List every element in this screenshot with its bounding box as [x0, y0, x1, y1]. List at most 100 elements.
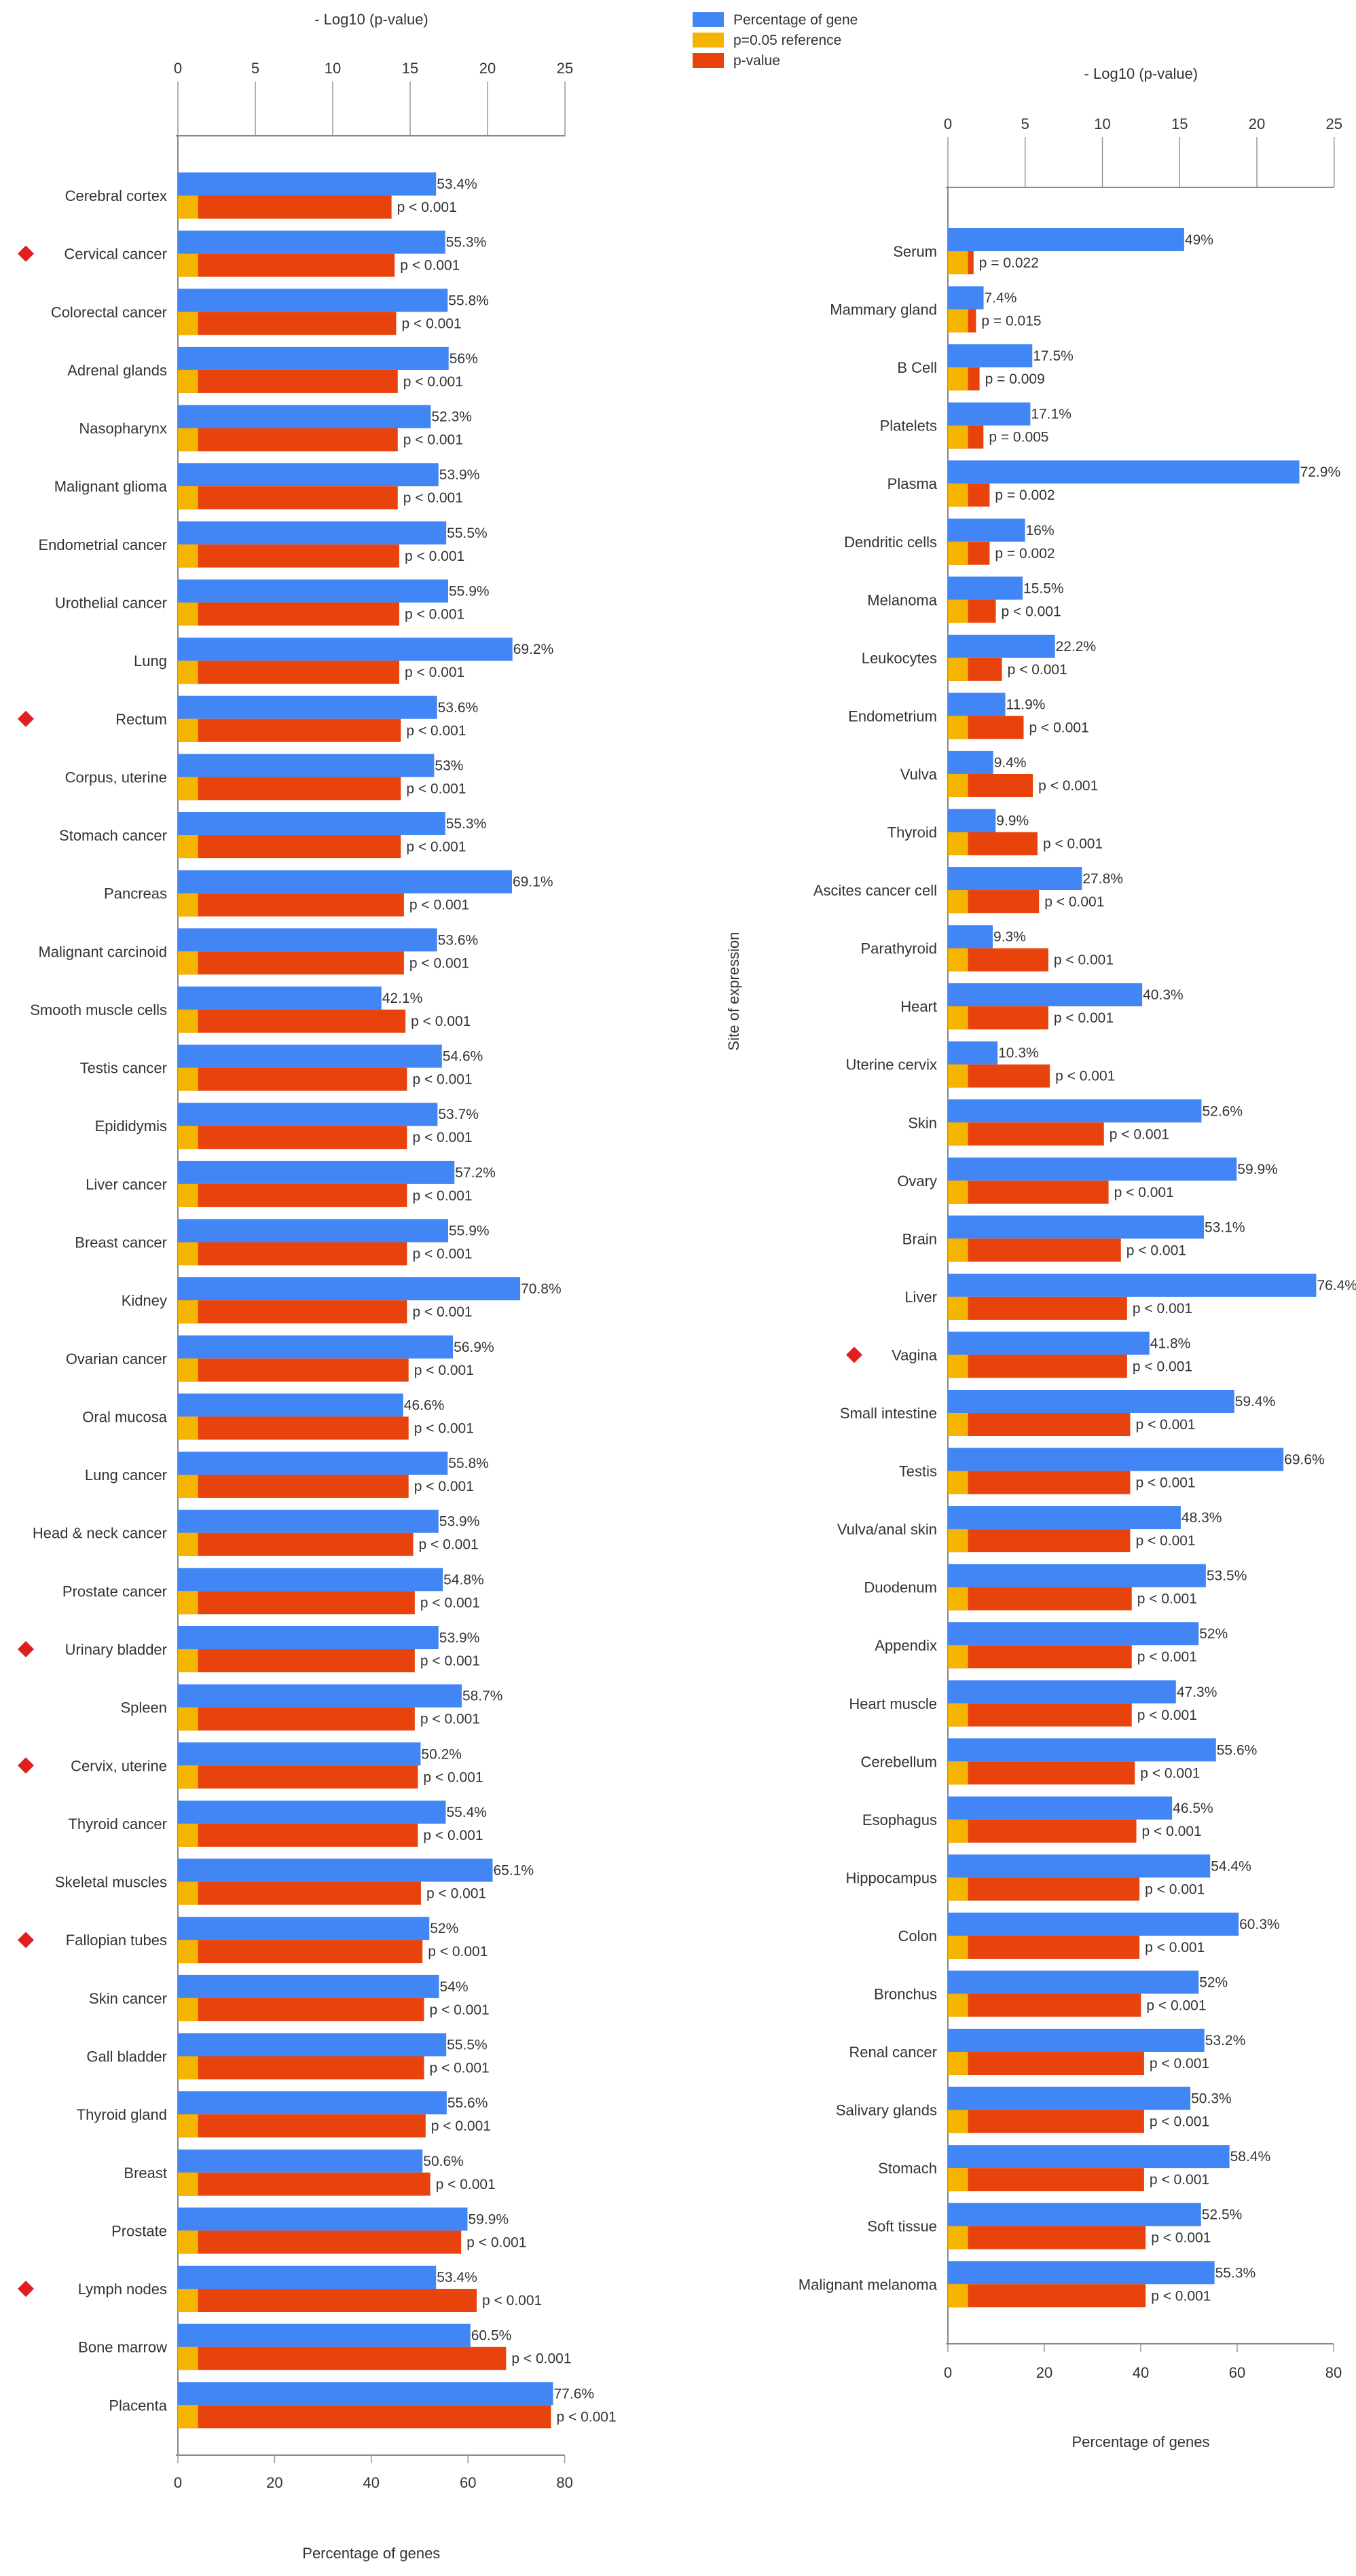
top-axis-tick-label: 20 — [479, 60, 496, 77]
bar-percentage-label: 53.6% — [438, 932, 479, 948]
bar-pvalue — [178, 1242, 407, 1266]
bar-percentage — [948, 286, 984, 310]
bar-percentage-label: 53.5% — [1207, 1568, 1247, 1584]
top-axis-tick-label: 5 — [1021, 115, 1029, 132]
bar-percentage — [178, 463, 439, 487]
bar-pvalue — [178, 312, 397, 335]
bar-percentage-label: 16% — [1026, 523, 1055, 538]
bar-pvalue-label: p < 0.001 — [406, 781, 466, 796]
bar-percentage-label: 56% — [450, 351, 478, 367]
bar-percentage — [948, 1273, 1317, 1297]
bar-percentage — [178, 1335, 454, 1359]
bar-percentage — [948, 925, 993, 949]
bar-percentage-label: 9.3% — [993, 930, 1026, 945]
bar-percentage-label: 72.9% — [1300, 464, 1341, 480]
legend-swatch — [693, 12, 724, 27]
bar-percentage-label: 54% — [439, 1979, 468, 1995]
bar-reference — [178, 2405, 198, 2429]
bar-pvalue — [178, 1126, 407, 1149]
bar-percentage-label: 22.2% — [1056, 639, 1097, 655]
bar-pvalue — [178, 2289, 477, 2313]
bar-reference — [948, 1935, 968, 1959]
bar-percentage-label: 59.4% — [1235, 1394, 1276, 1410]
bar-pvalue-label: p < 0.001 — [1029, 720, 1088, 735]
bar-pvalue-label: p < 0.001 — [1150, 2056, 1209, 2072]
bar-percentage — [948, 2261, 1215, 2285]
bar-pvalue-label: p < 0.001 — [466, 2234, 526, 2250]
bar-pvalue-label: p < 0.001 — [412, 1188, 472, 1204]
bar-pvalue-label: p < 0.001 — [1126, 1243, 1186, 1258]
category-label: Colon — [898, 1928, 937, 1945]
top-axis-tick-label: 15 — [402, 60, 418, 77]
category-label: Urinary bladder — [65, 1641, 167, 1658]
bar-reference — [178, 777, 198, 801]
bar-pvalue — [178, 1300, 407, 1324]
bar-percentage — [948, 1448, 1284, 1471]
highlight-marker — [846, 1346, 862, 1363]
legend: Percentage of gene p=0.05 reference p-valu… — [693, 12, 858, 69]
bar-percentage-label: 56.9% — [454, 1340, 494, 1355]
bar-reference — [178, 835, 198, 859]
bar-percentage — [178, 2207, 468, 2231]
top-axis-tick-label: 0 — [174, 60, 182, 77]
category-label: Skin cancer — [89, 1990, 167, 2007]
category-label: Skeletal muscles — [55, 1874, 167, 1891]
bar-pvalue — [178, 1416, 409, 1440]
bar-percentage-label: 60.3% — [1239, 1917, 1280, 1932]
category-label: Liver — [904, 1289, 937, 1306]
bar-pvalue-label: p < 0.001 — [1145, 1881, 1205, 1897]
bar-percentage-label: 9.4% — [994, 755, 1027, 771]
bar-reference — [178, 1707, 198, 1731]
category-label: Breast cancer — [75, 1234, 167, 1251]
category-label: Serum — [893, 243, 937, 260]
bar-pvalue-label: p < 0.001 — [1133, 1301, 1192, 1317]
bar-percentage-label: 47.3% — [1177, 1685, 1217, 1700]
bar-percentage-label: 52.3% — [431, 409, 472, 425]
bar-reference — [948, 890, 968, 914]
bar-percentage — [178, 230, 445, 254]
category-label: Heart muscle — [849, 1695, 937, 1712]
category-label: Mammary gland — [830, 301, 937, 318]
bar-reference — [948, 425, 968, 449]
bar-pvalue-label: p < 0.001 — [430, 2002, 490, 2018]
category-label: Vulva/anal skin — [837, 1521, 937, 1538]
bar-pvalue-label: p < 0.001 — [420, 1595, 480, 1611]
bar-pvalue — [178, 369, 398, 393]
category-label: Duodenum — [864, 1579, 937, 1596]
bar-reference — [178, 1300, 198, 1324]
bar-pvalue-label: p < 0.001 — [1151, 2288, 1211, 2304]
bar-reference — [948, 1877, 968, 1901]
bar-pvalue — [178, 602, 400, 626]
bar-reference — [948, 948, 968, 972]
bar-percentage-label: 55.9% — [449, 583, 490, 599]
category-label: Vagina — [892, 1346, 938, 1363]
bar-pvalue-label: p < 0.001 — [405, 549, 464, 564]
category-label: Soft tissue — [867, 2218, 937, 2235]
bar-percentage — [948, 1796, 1173, 1820]
bar-percentage-label: 9.9% — [996, 813, 1029, 829]
bar-pvalue — [178, 253, 395, 277]
bar-reference — [178, 253, 198, 277]
bar-pvalue-label: p = 0.022 — [979, 255, 1039, 271]
bar-pvalue — [178, 1183, 407, 1207]
bar-reference — [948, 1180, 968, 1204]
bar-percentage-label: 10.3% — [998, 1046, 1039, 1061]
bar-pvalue — [178, 951, 404, 975]
bar-percentage — [948, 750, 993, 774]
top-axis-tick-label: 10 — [1094, 115, 1110, 132]
category-label: Ascites cancer cell — [813, 882, 937, 899]
bar-percentage — [178, 1684, 462, 1708]
bar-reference — [948, 657, 968, 681]
bar-pvalue — [178, 2056, 424, 2080]
bar-percentage — [178, 1219, 449, 1243]
bar-pvalue-label: p < 0.001 — [423, 1769, 483, 1785]
category-label: Smooth muscle cells — [30, 1001, 167, 1018]
legend-swatch — [693, 33, 724, 48]
bar-reference — [178, 1649, 198, 1672]
bar-percentage-label: 53% — [435, 758, 463, 773]
bar-reference — [178, 1881, 198, 1905]
top-axis-tick-label: 25 — [1326, 115, 1342, 132]
bar-percentage — [178, 1974, 439, 1998]
bar-percentage — [178, 1858, 493, 1882]
bar-percentage-label: 53.6% — [438, 700, 479, 716]
